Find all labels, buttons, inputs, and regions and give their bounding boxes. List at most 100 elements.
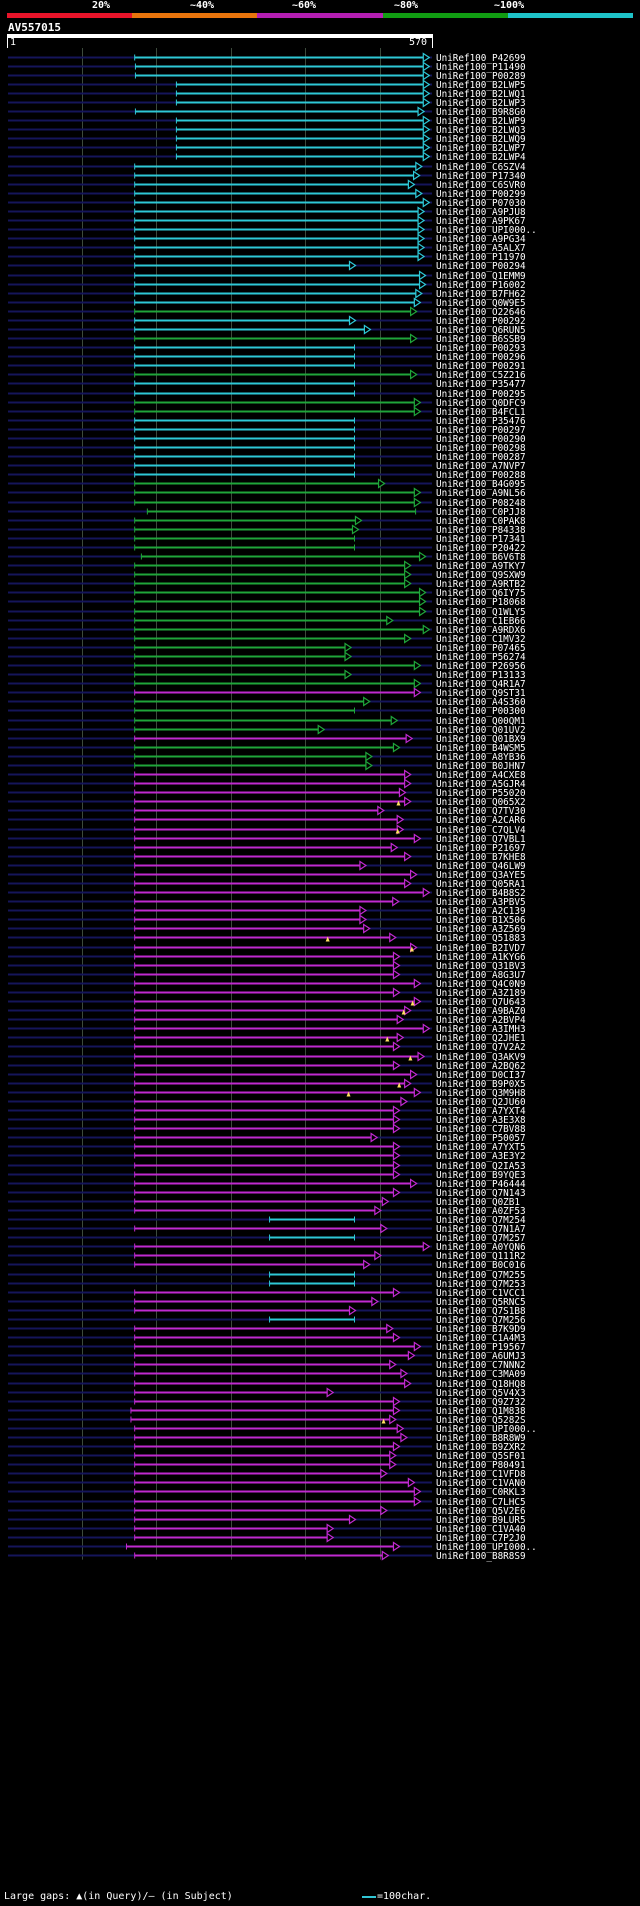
hit-label[interactable]: UniRef100_Q5282S — [436, 1415, 526, 1426]
hit-label[interactable]: UniRef100_C0PJJ8 — [436, 507, 526, 518]
hit-label[interactable]: UniRef100_A3E3Y2 — [436, 1151, 526, 1162]
hit-label[interactable]: UniRef100_A9BAZ0 — [436, 1006, 526, 1017]
hit-label[interactable]: UniRef100_Q0ZB1 — [436, 1197, 520, 1208]
hit-label[interactable]: UniRef100_B2LWQ3 — [436, 125, 526, 136]
hit-label[interactable]: UniRef100_P19567 — [436, 1342, 526, 1353]
hit-label[interactable]: UniRef100_P00290 — [436, 434, 526, 445]
hit-label[interactable]: UniRef100_Q00QM1 — [436, 716, 526, 727]
hit-label[interactable]: UniRef100_A2BQ62 — [436, 1061, 526, 1072]
hit-label[interactable]: UniRef100_Q46LW9 — [436, 861, 526, 872]
hit-label[interactable]: UniRef100_A3Z189 — [436, 988, 526, 999]
hit-label[interactable]: UniRef100_A9RDX6 — [436, 625, 526, 636]
hit-label[interactable]: UniRef100_C7QLV4 — [436, 825, 526, 836]
hit-label[interactable]: UniRef100_A1KYG6 — [436, 952, 526, 963]
hit-label[interactable]: UniRef100_B9YQE3 — [436, 1170, 526, 1181]
hit-label[interactable]: UniRef100_Q18HQ8 — [436, 1379, 526, 1390]
hit-label[interactable]: UniRef100_Q01BX9 — [436, 734, 526, 745]
hit-label[interactable]: UniRef100_Q0W9E5 — [436, 298, 526, 309]
hit-label[interactable]: UniRef100_A0ZF53 — [436, 1206, 526, 1217]
hit-label[interactable]: UniRef100_Q5SF01 — [436, 1451, 526, 1462]
hit-label[interactable]: UniRef100_Q7S1B8 — [436, 1306, 526, 1317]
hit-label[interactable]: UniRef100_B0C016 — [436, 1260, 526, 1271]
hit-label[interactable]: UniRef100_Q05RA1 — [436, 879, 526, 890]
hit-label[interactable]: UniRef100_P11970 — [436, 252, 526, 263]
hit-label[interactable]: UniRef100_Q7TV30 — [436, 806, 526, 817]
hit-label[interactable]: UniRef100_B6SSB9 — [436, 334, 526, 345]
hit-label[interactable]: UniRef100_Q9SXW9 — [436, 570, 526, 581]
hit-label[interactable]: UniRef100_Q3AYE5 — [436, 870, 526, 881]
hit-label[interactable]: UniRef100_Q111R2 — [436, 1251, 526, 1262]
hit-label[interactable]: UniRef100_P17341 — [436, 534, 526, 545]
hit-label[interactable]: UniRef100_C7P2J0 — [436, 1533, 526, 1544]
hit-label[interactable]: UniRef100_B9R8G0 — [436, 107, 526, 118]
hit-label[interactable]: UniRef100_A3E3X8 — [436, 1115, 526, 1126]
hit-label[interactable]: UniRef100_B0JHN7 — [436, 761, 526, 772]
hit-label[interactable]: UniRef100_P00297 — [436, 425, 526, 436]
hit-label[interactable]: UniRef100_C1VAN0 — [436, 1478, 526, 1489]
hit-label[interactable]: UniRef100_C3MA09 — [436, 1369, 526, 1380]
hit-label[interactable]: UniRef100_A3Z569 — [436, 924, 526, 935]
hit-label[interactable]: UniRef100_C6SZV4 — [436, 162, 526, 173]
hit-label[interactable]: UniRef100_B2IVD7 — [436, 943, 526, 954]
hit-label[interactable]: UniRef100_Q6IY75 — [436, 588, 526, 599]
hit-label[interactable]: UniRef100_C5Z216 — [436, 370, 526, 381]
hit-label[interactable]: UniRef100_A0YQN6 — [436, 1242, 526, 1253]
hit-label[interactable]: UniRef100_A2BVP4 — [436, 1015, 526, 1026]
hit-label[interactable]: UniRef100_D0CI37 — [436, 1070, 526, 1081]
hit-label[interactable]: UniRef100_UPI000.. — [436, 1542, 537, 1553]
hit-label[interactable]: UniRef100_B7K9D9 — [436, 1324, 526, 1335]
hit-label[interactable]: UniRef100_A2C139 — [436, 906, 526, 917]
hit-label[interactable]: UniRef100_P00289 — [436, 71, 526, 82]
hit-label[interactable]: UniRef100_P18068 — [436, 597, 526, 608]
hit-label[interactable]: UniRef100_Q7M256 — [436, 1315, 526, 1326]
hit-label[interactable]: UniRef100_Q6RUN5 — [436, 325, 526, 336]
hit-label[interactable]: UniRef100_Q7M253 — [436, 1279, 526, 1290]
hit-label[interactable]: UniRef100_P35476 — [436, 416, 526, 427]
hit-label[interactable]: UniRef100_P00295 — [436, 389, 526, 400]
hit-label[interactable]: UniRef100_UPI000.. — [436, 1424, 537, 1435]
hit-label[interactable]: UniRef100_C0PAK8 — [436, 516, 526, 527]
hit-label[interactable]: UniRef100_C7BV88 — [436, 1124, 526, 1135]
hit-label[interactable]: UniRef100_P21697 — [436, 843, 526, 854]
hit-label[interactable]: UniRef100_Q2IA53 — [436, 1161, 526, 1172]
hit-label[interactable]: UniRef100_C1VFD8 — [436, 1469, 526, 1480]
hit-label[interactable]: UniRef100_A9PG34 — [436, 234, 526, 245]
hit-label[interactable]: UniRef100_B4WSM5 — [436, 743, 526, 754]
hit-label[interactable]: UniRef100_A5ALX7 — [436, 243, 526, 254]
hit-label[interactable]: UniRef100_C1A4M3 — [436, 1333, 526, 1344]
hit-label[interactable]: UniRef100_Q5V2E6 — [436, 1506, 526, 1517]
hit-label[interactable]: UniRef100_A7YXT4 — [436, 1106, 526, 1117]
hit-label[interactable]: UniRef100_C1MV32 — [436, 634, 526, 645]
hit-label[interactable]: UniRef100_A3IMH3 — [436, 1024, 526, 1035]
hit-label[interactable]: UniRef100_B2LWQ9 — [436, 134, 526, 145]
hit-label[interactable]: UniRef100_Q5RNC5 — [436, 1297, 526, 1308]
hit-label[interactable]: UniRef100_A9TKY7 — [436, 561, 526, 572]
hit-label[interactable]: UniRef100_A4CXE8 — [436, 770, 526, 781]
hit-label[interactable]: UniRef100_P00293 — [436, 343, 526, 354]
hit-label[interactable]: UniRef100_Q065X2 — [436, 797, 526, 808]
hit-label[interactable]: UniRef100_Q1WLY5 — [436, 607, 526, 618]
hit-label[interactable]: UniRef100_P07465 — [436, 643, 526, 654]
hit-label[interactable]: UniRef100_P07030 — [436, 198, 526, 209]
hit-label[interactable]: UniRef100_P16002 — [436, 280, 526, 291]
hit-label[interactable]: UniRef100_P00298 — [436, 443, 526, 454]
hit-label[interactable]: UniRef100_C6SVR0 — [436, 180, 526, 191]
hit-label[interactable]: UniRef100_P11490 — [436, 62, 526, 73]
hit-label[interactable]: UniRef100_C0RKL3 — [436, 1487, 526, 1498]
hit-label[interactable]: UniRef100_C1VA40 — [436, 1524, 526, 1535]
hit-label[interactable]: UniRef100_B7FH62 — [436, 289, 526, 300]
hit-label[interactable]: UniRef100_Q5V4X3 — [436, 1388, 526, 1399]
hit-label[interactable]: UniRef100_Q9ST31 — [436, 688, 526, 699]
hit-label[interactable]: UniRef100_Q7VBL1 — [436, 834, 526, 845]
hit-label[interactable]: UniRef100_P00300 — [436, 706, 526, 717]
hit-label[interactable]: UniRef100_Q2JU60 — [436, 1097, 526, 1108]
hit-label[interactable]: UniRef100_Q7U643 — [436, 997, 526, 1008]
hit-label[interactable]: UniRef100_P00296 — [436, 352, 526, 363]
hit-label[interactable]: UniRef100_P00292 — [436, 316, 526, 327]
hit-label[interactable]: UniRef100_B4B8S2 — [436, 888, 526, 899]
hit-label[interactable]: UniRef100_Q9Z732 — [436, 1397, 526, 1408]
hit-label[interactable]: UniRef100_B2LWP3 — [436, 98, 526, 109]
hit-label[interactable]: UniRef100_P13133 — [436, 670, 526, 681]
hit-label[interactable]: UniRef100_A7NVP7 — [436, 461, 526, 472]
hit-label[interactable]: UniRef100_B6V6T8 — [436, 552, 526, 563]
